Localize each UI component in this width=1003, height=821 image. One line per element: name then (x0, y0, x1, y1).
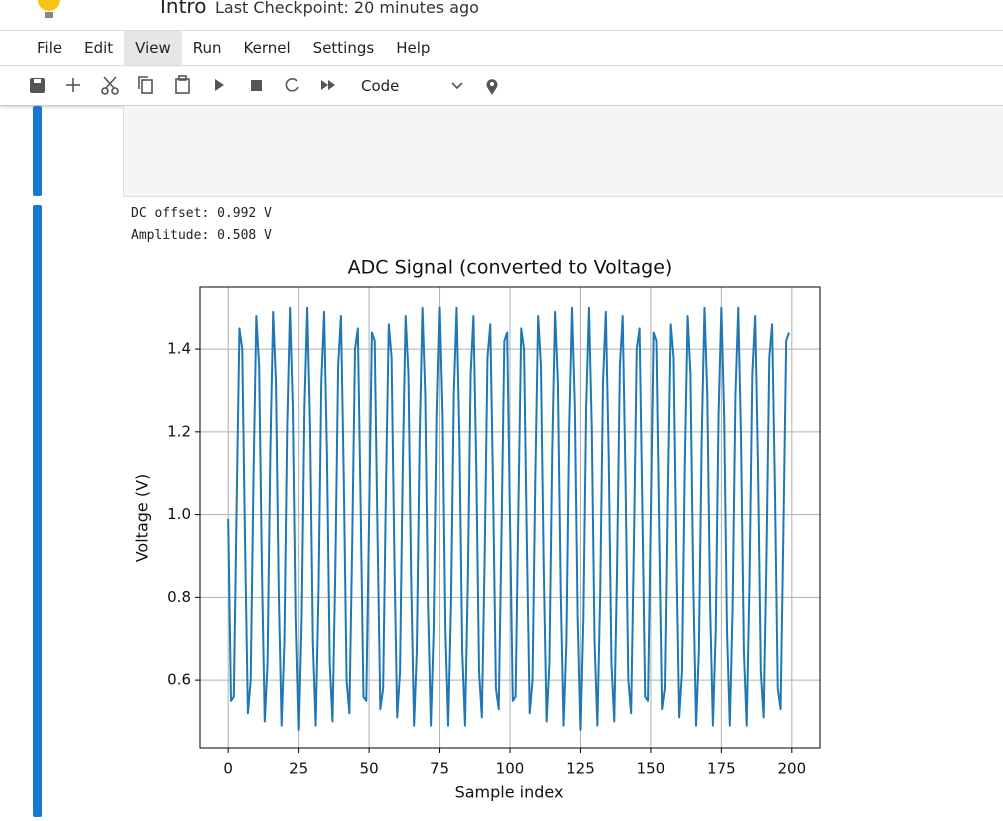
debugger-button[interactable] (486, 79, 498, 95)
save-button[interactable] (30, 78, 45, 93)
x-tick-label: 175 (707, 760, 736, 778)
stop-button[interactable] (251, 80, 262, 91)
data-line (227, 306, 790, 731)
y-tick-label: 1.0 (167, 505, 191, 523)
run-button[interactable] (215, 79, 224, 91)
logo (38, 0, 60, 18)
menu-item[interactable]: File (37, 39, 63, 57)
cell-marker (33, 106, 42, 196)
menu-item[interactable]: Settings (312, 39, 375, 57)
menu-item[interactable]: Kernel (243, 39, 291, 57)
x-tick-label: 25 (289, 760, 308, 778)
menu-item[interactable]: View (124, 31, 182, 65)
y-axis-label: Voltage (V) (133, 474, 152, 563)
add-cell-button[interactable] (66, 78, 80, 92)
x-tick-label: 100 (496, 760, 525, 778)
x-tick-label: 75 (430, 760, 449, 778)
checkpoint: Last Checkpoint: 20 minutes ago (215, 0, 479, 17)
x-tick-label: 50 (360, 760, 379, 778)
paste-button[interactable] (175, 75, 190, 94)
restart-button[interactable] (285, 78, 299, 92)
axes-frame (199, 286, 821, 749)
copy-button[interactable] (138, 76, 153, 94)
output-line: DC offset: 0.992 V (131, 206, 272, 221)
cell-marker (33, 205, 42, 817)
x-tick-label: 200 (777, 760, 806, 778)
dropdown-arrow[interactable] (451, 82, 463, 90)
menu-item[interactable]: Run (192, 39, 222, 57)
chart-title: ADC Signal (converted to Voltage) (348, 257, 673, 279)
x-tick-label: 125 (566, 760, 595, 778)
y-tick-label: 0.6 (167, 671, 191, 689)
menu-item[interactable]: Help (396, 39, 431, 57)
x-tick-label: 150 (637, 760, 666, 778)
y-tick-label: 1.2 (167, 422, 191, 440)
cell-type-select[interactable]: Code (361, 77, 400, 95)
header: Intro Last Checkpoint: 20 minutes ago (0, 0, 1003, 31)
toolbar: Code (0, 67, 1003, 106)
y-tick-label: 1.4 (167, 340, 191, 358)
run-all-button[interactable] (321, 80, 335, 90)
output-line: Amplitude: 0.508 V (131, 228, 272, 243)
input-area[interactable] (123, 106, 1003, 197)
toolbar-icons (30, 75, 498, 95)
y-tick-label: 0.8 (167, 588, 191, 606)
menu-item[interactable]: Edit (84, 39, 114, 57)
cut-button[interactable] (101, 76, 119, 95)
notebook-title[interactable]: Intro (160, 0, 207, 18)
x-axis-label: Sample index (455, 783, 564, 802)
x-tick-label: 0 (223, 760, 233, 778)
menu-bar: File Edit View Run Kernel Settings Help (0, 31, 1003, 66)
